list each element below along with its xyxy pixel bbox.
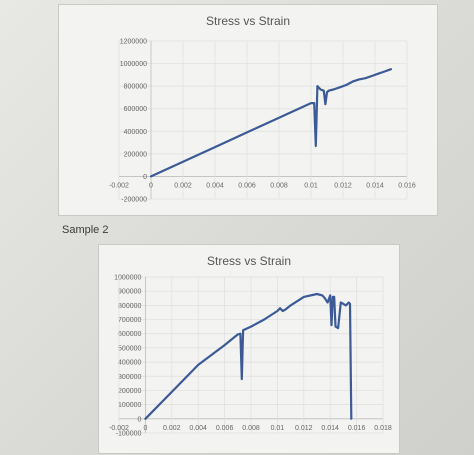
chart-2-x-tick-label: 0.012 [295, 425, 313, 432]
chart-2-y-tick-label: 600000 [118, 331, 141, 338]
chart-2-y-tick-label: 500000 [118, 345, 141, 352]
chart-2-svg: Stress vs Strain-10000001000002000003000… [109, 254, 392, 438]
chart-2-series-line [144, 292, 353, 420]
chart-2-y-tick-label: 200000 [118, 388, 141, 395]
chart-1-y-tick-label: 600000 [124, 106, 147, 113]
chart-2-y-tick-label: 0 [137, 416, 141, 423]
section-label: Sample 2 [62, 224, 109, 236]
chart-2-x-tick-label: 0.008 [242, 425, 260, 432]
chart-1-series-line [149, 68, 393, 178]
chart-1-x-tick-label: 0.016 [398, 182, 416, 189]
chart-2[interactable]: Stress vs Strain -100000 0 100000 200000 3000… [98, 244, 400, 454]
chart-1[interactable]: Stress vs Strain -200000 0 200000 400000 6000… [58, 4, 438, 216]
chart-1-y-tick-label: 400000 [124, 129, 147, 136]
chart-1-x-tick-label: 0.006 [238, 182, 256, 189]
chart-2-x-tick-label: 0 [143, 425, 147, 432]
chart-2-y-tick-label: 100000 [118, 402, 141, 409]
chart-1-x-tick-label: -0.002 [109, 182, 129, 189]
chart-1-y-tick-label: 1000000 [120, 61, 147, 68]
chart-2-x-tick-label: 0.002 [163, 425, 181, 432]
chart-2-x-tick-label: 0.006 [216, 425, 234, 432]
chart-1-y-tick-label: 200000 [124, 151, 147, 158]
chart-2-x-tick-label: 0.01 [271, 425, 285, 432]
chart-1-x-tick-label: 0.014 [366, 182, 384, 189]
chart-1-y-tick-label: 1200000 [120, 39, 147, 46]
chart-2-y-tick-label: -100000 [116, 431, 142, 438]
chart-1-x-tick-label: 0.008 [270, 182, 288, 189]
chart-1-x-tick-label: 0.012 [334, 182, 352, 189]
chart-2-y-tick-label: 800000 [118, 303, 141, 310]
chart-1-x-tick-label: 0.002 [174, 182, 192, 189]
chart-1-title: Stress vs Strain [206, 14, 290, 28]
chart-2-y-tick-label: 300000 [118, 374, 141, 381]
chart-2-x-tick-label: 0.004 [189, 425, 207, 432]
chart-1-x-tick-label: 0.01 [304, 182, 318, 189]
chart-2-x-tick-label: -0.002 [109, 425, 129, 432]
chart-2-y-tick-label: 700000 [118, 317, 141, 324]
chart-2-y-tick-label: 900000 [118, 289, 141, 296]
chart-1-y-tick-label: 0 [143, 174, 147, 181]
chart-2-x-tick-label: 0.018 [374, 425, 392, 432]
chart-1-x-tick-label: 0.004 [206, 182, 224, 189]
chart-2-y-tick-label: 400000 [118, 360, 141, 367]
chart-2-x-tick-label: 0.014 [321, 425, 339, 432]
chart-2-x-tick-label: 0.016 [348, 425, 366, 432]
chart-2-title: Stress vs Strain [207, 254, 291, 268]
chart-1-y-tick-label: -200000 [121, 197, 147, 204]
chart-1-svg: Stress vs Strain -200000 0 200000 400000 6000… [109, 14, 416, 204]
chart-2-y-tick-label: 1000000 [114, 275, 141, 282]
chart-1-y-tick-label: 800000 [124, 84, 147, 91]
chart-1-x-tick-label: 0 [149, 182, 153, 189]
